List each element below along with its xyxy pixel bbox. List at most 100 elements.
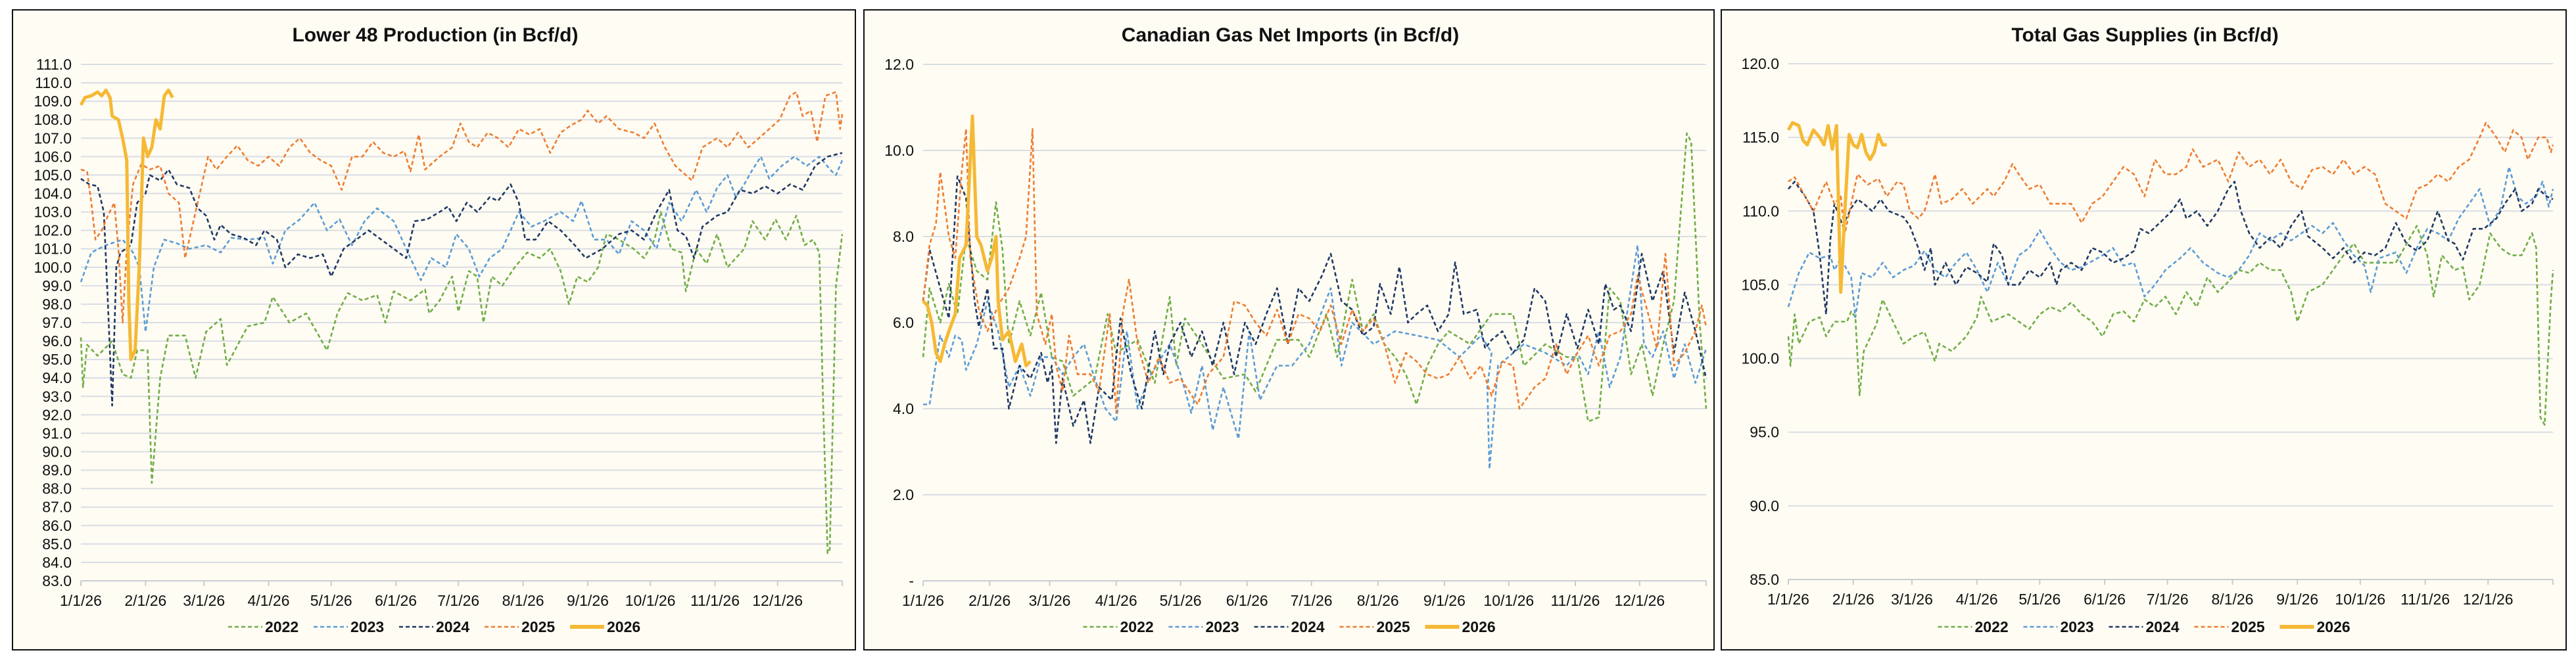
y-tick-label: 105.0 [1741, 276, 1779, 293]
chart-svg: Lower 48 Production (in Bcf/d) 83.084.085… [34, 24, 844, 635]
y-tick-label: 95.0 [1750, 424, 1779, 441]
legend-label: 2026 [1462, 618, 1496, 635]
x-tick-label: 7/1/26 [2147, 591, 2189, 608]
x-tick-label: 8/1/26 [2212, 591, 2254, 608]
y-tick-label: 109.0 [34, 93, 72, 110]
x-tick-label: 11/1/26 [2400, 591, 2450, 608]
y-tick-label: 87.0 [42, 499, 72, 516]
legend-label: 2022 [1120, 618, 1154, 635]
legend-label: 2023 [350, 618, 384, 635]
lower48-production-chart: Lower 48 Production (in Bcf/d) 83.0 84.0 85… [12, 9, 856, 650]
series-line-2022 [922, 132, 1707, 422]
x-tick-label: 5/1/26 [2018, 591, 2061, 608]
x-tick-label: 1/1/26 [60, 592, 102, 609]
y-tick-label: 110.0 [35, 74, 72, 91]
y-tick-label: 89.0 [42, 462, 72, 479]
legend-label: 2023 [1206, 618, 1239, 635]
y-tick-label: 108.0 [34, 111, 72, 128]
y-tick-label: 88.0 [42, 480, 72, 497]
y-tick-label: 4.0 [893, 400, 914, 417]
x-tick-label: 4/1/26 [248, 592, 290, 609]
x-tick-label: 2/1/26 [1832, 591, 1874, 608]
x-tick-label: 6/1/26 [1226, 592, 1268, 609]
x-tick-label: 9/1/26 [1423, 592, 1466, 609]
series-line-2024 [80, 152, 843, 407]
legend-label: 2024 [2146, 618, 2180, 635]
series-line-2026 [1786, 121, 1887, 294]
y-tick-label: 107.0 [34, 129, 72, 147]
legend-label: 2025 [521, 618, 555, 635]
legend-label: 2022 [1975, 618, 2009, 635]
series-line-2023 [923, 244, 1707, 470]
chart-title: Canadian Gas Net Imports (in Bcf/d) [1122, 24, 1459, 46]
y-tick-label: 91.0 [42, 424, 72, 442]
legend-label: 2026 [607, 618, 640, 635]
legend-label: 2024 [436, 618, 469, 635]
y-tick-label: 115.0 [1742, 129, 1779, 146]
series-line-2024 [922, 175, 1707, 444]
series-line-2023 [80, 156, 844, 333]
x-tick-label: 10/1/26 [1483, 592, 1534, 609]
y-tick-label: 102.0 [34, 222, 72, 239]
x-tick-label: 10/1/26 [2335, 591, 2385, 608]
x-tick-label: 6/1/26 [2084, 591, 2126, 608]
y-tick-label: 94.0 [42, 369, 72, 386]
series-line-2025 [922, 128, 1707, 414]
x-tick-label: 2/1/26 [124, 592, 166, 609]
series-line-2024 [1788, 181, 2554, 315]
y-tick-label: 12.0 [884, 56, 914, 73]
y-tick-label: 83.0 [42, 572, 72, 589]
canadian-net-imports-chart: Canadian Gas Net Imports (in Bcf/d) - 2.0 4… [863, 9, 1715, 650]
chart-title: Total Gas Supplies (in Bcf/d) [2011, 24, 2278, 46]
x-tick-label: 6/1/26 [375, 592, 417, 609]
y-tick-label: 105.0 [34, 166, 72, 183]
x-tick-label: 10/1/26 [625, 592, 676, 609]
x-tick-label: 11/1/26 [690, 592, 740, 609]
legend-label: 2025 [1377, 618, 1410, 635]
y-tick-label: 106.0 [34, 148, 72, 165]
x-tick-label: 12/1/26 [1614, 592, 1665, 609]
y-tick-label: 84.0 [42, 554, 72, 571]
x-tick-label: 9/1/26 [2276, 591, 2318, 608]
series-line-2026 [922, 114, 1032, 367]
y-tick-label: 95.0 [42, 351, 72, 368]
x-tick-label: 2/1/26 [968, 592, 1011, 609]
x-tick-label: 3/1/26 [1891, 591, 1933, 608]
y-tick-label: 92.0 [42, 406, 72, 423]
x-tick-label: 4/1/26 [1956, 591, 1998, 608]
x-tick-label: 12/1/26 [752, 592, 803, 609]
y-tick-label: 86.0 [42, 517, 72, 534]
x-tick-label: 9/1/26 [567, 592, 609, 609]
y-tick-label: 6.0 [893, 314, 914, 331]
y-tick-label: 101.0 [34, 240, 72, 258]
chart-svg: Total Gas Supplies (in Bcf/d) 85.0 90.0 95.… [1741, 24, 2554, 635]
y-tick-label: 10.0 [884, 142, 914, 159]
y-tick-label: 90.0 [1750, 497, 1779, 514]
series-line-2025 [80, 91, 844, 324]
legend-label: 2023 [2061, 618, 2094, 635]
total-gas-supplies-chart: Total Gas Supplies (in Bcf/d) 85.0 90.0 95.… [1721, 9, 2567, 650]
x-tick-label: 7/1/26 [437, 592, 479, 609]
chart-title: Lower 48 Production (in Bcf/d) [292, 24, 578, 46]
y-tick-label: 100.0 [1741, 350, 1779, 367]
x-tick-label: 1/1/26 [1767, 591, 1809, 608]
x-tick-label: 4/1/26 [1095, 592, 1137, 609]
x-tick-label: 5/1/26 [1160, 592, 1202, 609]
y-tick-label: 100.0 [34, 259, 72, 276]
y-tick-label: 104.0 [34, 185, 72, 202]
legend-label: 2025 [2231, 618, 2265, 635]
y-tick-label: 97.0 [42, 314, 72, 331]
x-tick-label: 8/1/26 [502, 592, 544, 609]
legend-label: 2024 [1291, 618, 1325, 635]
series-line-2025 [1788, 122, 2554, 235]
y-tick-label: 85.0 [42, 536, 72, 553]
chart-svg: Canadian Gas Net Imports (in Bcf/d) - 2.0 4… [884, 24, 1707, 635]
y-tick-label: 111.0 [36, 56, 72, 73]
x-tick-label: 8/1/26 [1357, 592, 1399, 609]
y-tick-label: 98.0 [42, 296, 72, 313]
x-tick-label: 5/1/26 [310, 592, 352, 609]
x-tick-label: 3/1/26 [183, 592, 225, 609]
y-tick-label: 8.0 [893, 228, 914, 245]
x-tick-label: 11/1/26 [1550, 592, 1600, 609]
y-tick-label: 2.0 [893, 486, 914, 503]
